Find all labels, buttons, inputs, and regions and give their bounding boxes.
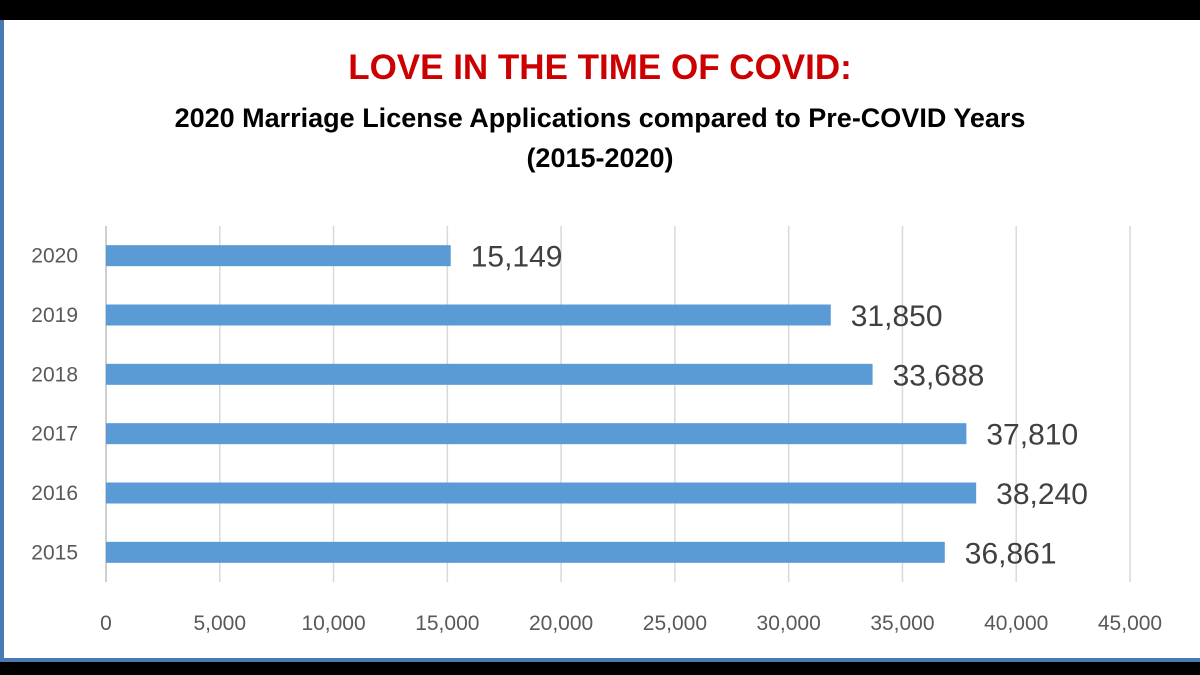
x-tick-label: 5,000 (193, 612, 246, 635)
data-label: 33,688 (893, 359, 985, 392)
x-tick-label: 15,000 (415, 612, 479, 635)
bars (106, 245, 977, 563)
data-label: 31,850 (851, 300, 943, 333)
bar (106, 363, 873, 385)
x-tick-label: 20,000 (529, 612, 593, 635)
x-tick-label: 40,000 (984, 612, 1048, 635)
y-category-label: 2020 (31, 245, 78, 268)
x-tick-label: 30,000 (757, 612, 821, 635)
bar (106, 245, 451, 267)
x-tick-label: 0 (100, 612, 112, 635)
bar (106, 541, 945, 563)
data-label: 15,149 (471, 241, 563, 274)
x-tick-label: 10,000 (301, 612, 365, 635)
chart-title: LOVE IN THE TIME OF COVID: (348, 48, 852, 87)
y-category-label: 2018 (31, 363, 78, 386)
bar (106, 423, 967, 445)
x-tick-label: 45,000 (1098, 612, 1162, 635)
bar (106, 482, 977, 504)
data-label: 36,861 (965, 537, 1057, 570)
labels: 0 5,000 10,000 15,000 20,000 25,000 30,000 35,0… (31, 241, 1162, 635)
x-tick-label: 25,000 (643, 612, 707, 635)
gridlines (105, 226, 1131, 582)
bar (106, 304, 831, 326)
y-category-label: 2015 (31, 541, 78, 564)
y-category-label: 2019 (31, 304, 78, 327)
y-category-label: 2017 (31, 423, 78, 446)
x-tick-label: 35,000 (870, 612, 934, 635)
chart-subtitle: 2020 Marriage License Applications compa… (174, 103, 1026, 173)
y-category-label: 2016 (31, 482, 78, 505)
data-label: 38,240 (996, 478, 1088, 511)
data-label: 37,810 (986, 419, 1078, 452)
